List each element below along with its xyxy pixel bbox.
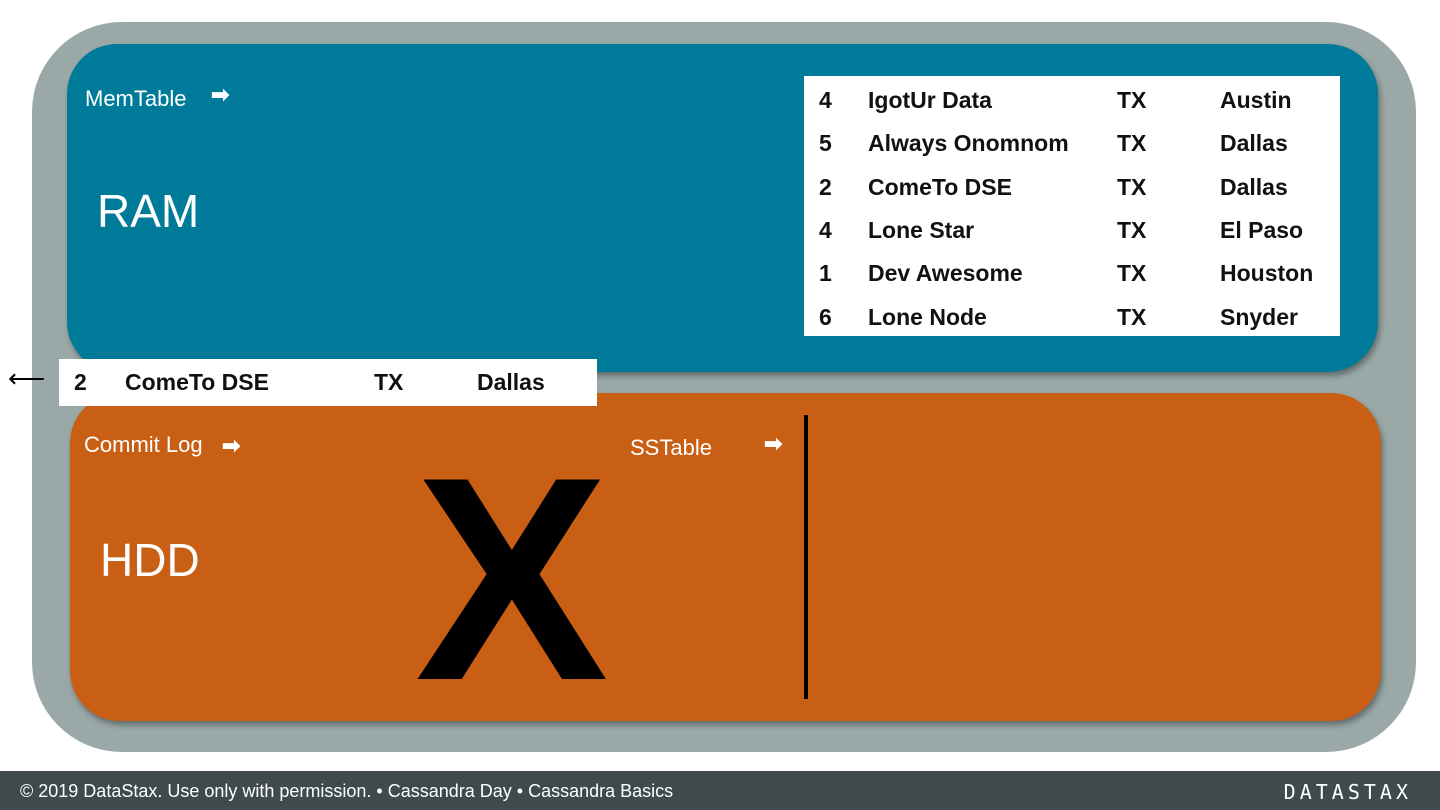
table-row: 1 Dev Awesome TX Houston — [804, 250, 1340, 293]
cell-state: TX — [1117, 303, 1147, 330]
cell-name: Lone Node — [868, 303, 987, 330]
cell-city: Houston — [1220, 260, 1314, 287]
cell-id: 6 — [819, 303, 832, 330]
cell-state: TX — [1117, 173, 1147, 200]
cell-state: TX — [1117, 87, 1147, 113]
cell-name: Always Onomnom — [868, 130, 1069, 157]
hdd-title: HDD — [100, 534, 200, 586]
cell-id: 4 — [819, 87, 832, 113]
cell-name: Dev Awesome — [868, 260, 1023, 287]
arrow-right-icon: ➡ — [222, 433, 241, 458]
table-row: 4 IgotUr Data TX Austin — [804, 77, 1340, 120]
arrow-left-icon: ⟵ — [8, 363, 46, 393]
table-row: 2 ComeTo DSE TX Dallas — [59, 359, 597, 402]
memtable-label: MemTable — [85, 86, 187, 111]
hdd-region: Commit Log ➡ X SSTable ➡ HDD — [70, 393, 1381, 741]
flushing-row: 2 ComeTo DSE TX Dallas — [59, 359, 597, 406]
cell-name: Lone Star — [868, 216, 975, 243]
cell-id: 2 — [819, 173, 832, 200]
cell-id: 2 — [74, 369, 87, 395]
x-mark: X — [415, 417, 609, 741]
cell-name: ComeTo DSE — [125, 369, 269, 395]
cell-name: ComeTo DSE — [868, 173, 1012, 200]
cell-name: IgotUr Data — [868, 87, 992, 113]
cell-id: 4 — [819, 216, 832, 243]
table-row: 4 Lone Star TX El Paso — [804, 207, 1340, 250]
commit-log-label: Commit Log — [84, 432, 203, 457]
arrow-right-icon: ➡ — [211, 82, 230, 107]
sstable-divider — [804, 415, 808, 699]
arrow-right-icon: ➡ — [764, 431, 783, 456]
footer-text: © 2019 DataStax. Use only with permissio… — [20, 781, 674, 801]
table-row: 6 Lone Node TX Snyder — [804, 294, 1340, 337]
cell-state: TX — [1117, 216, 1147, 243]
cell-city: Dallas — [1220, 173, 1288, 200]
cell-id: 5 — [819, 130, 832, 157]
cell-city: El Paso — [1220, 216, 1304, 243]
table-row: 2 ComeTo DSE TX Dallas — [804, 164, 1340, 207]
cell-state: TX — [1117, 130, 1147, 157]
cell-state: TX — [374, 369, 404, 395]
sstable-label: SSTable — [630, 435, 712, 460]
cell-city: Snyder — [1220, 303, 1298, 330]
cell-city: Dallas — [1220, 130, 1288, 157]
cell-id: 1 — [819, 260, 832, 287]
footer: © 2019 DataStax. Use only with permissio… — [0, 771, 1440, 810]
table-row: 5 Always Onomnom TX Dallas — [804, 120, 1340, 163]
cell-city: Dallas — [477, 369, 545, 395]
ram-title: RAM — [97, 185, 200, 237]
memtable-table: 4 IgotUr Data TX Austin 5 Always Onomnom TX Dal… — [804, 76, 1340, 336]
datastax-logo: DATASTAX — [1283, 780, 1412, 804]
cell-city: Austin — [1220, 87, 1292, 113]
cell-state: TX — [1117, 260, 1147, 287]
